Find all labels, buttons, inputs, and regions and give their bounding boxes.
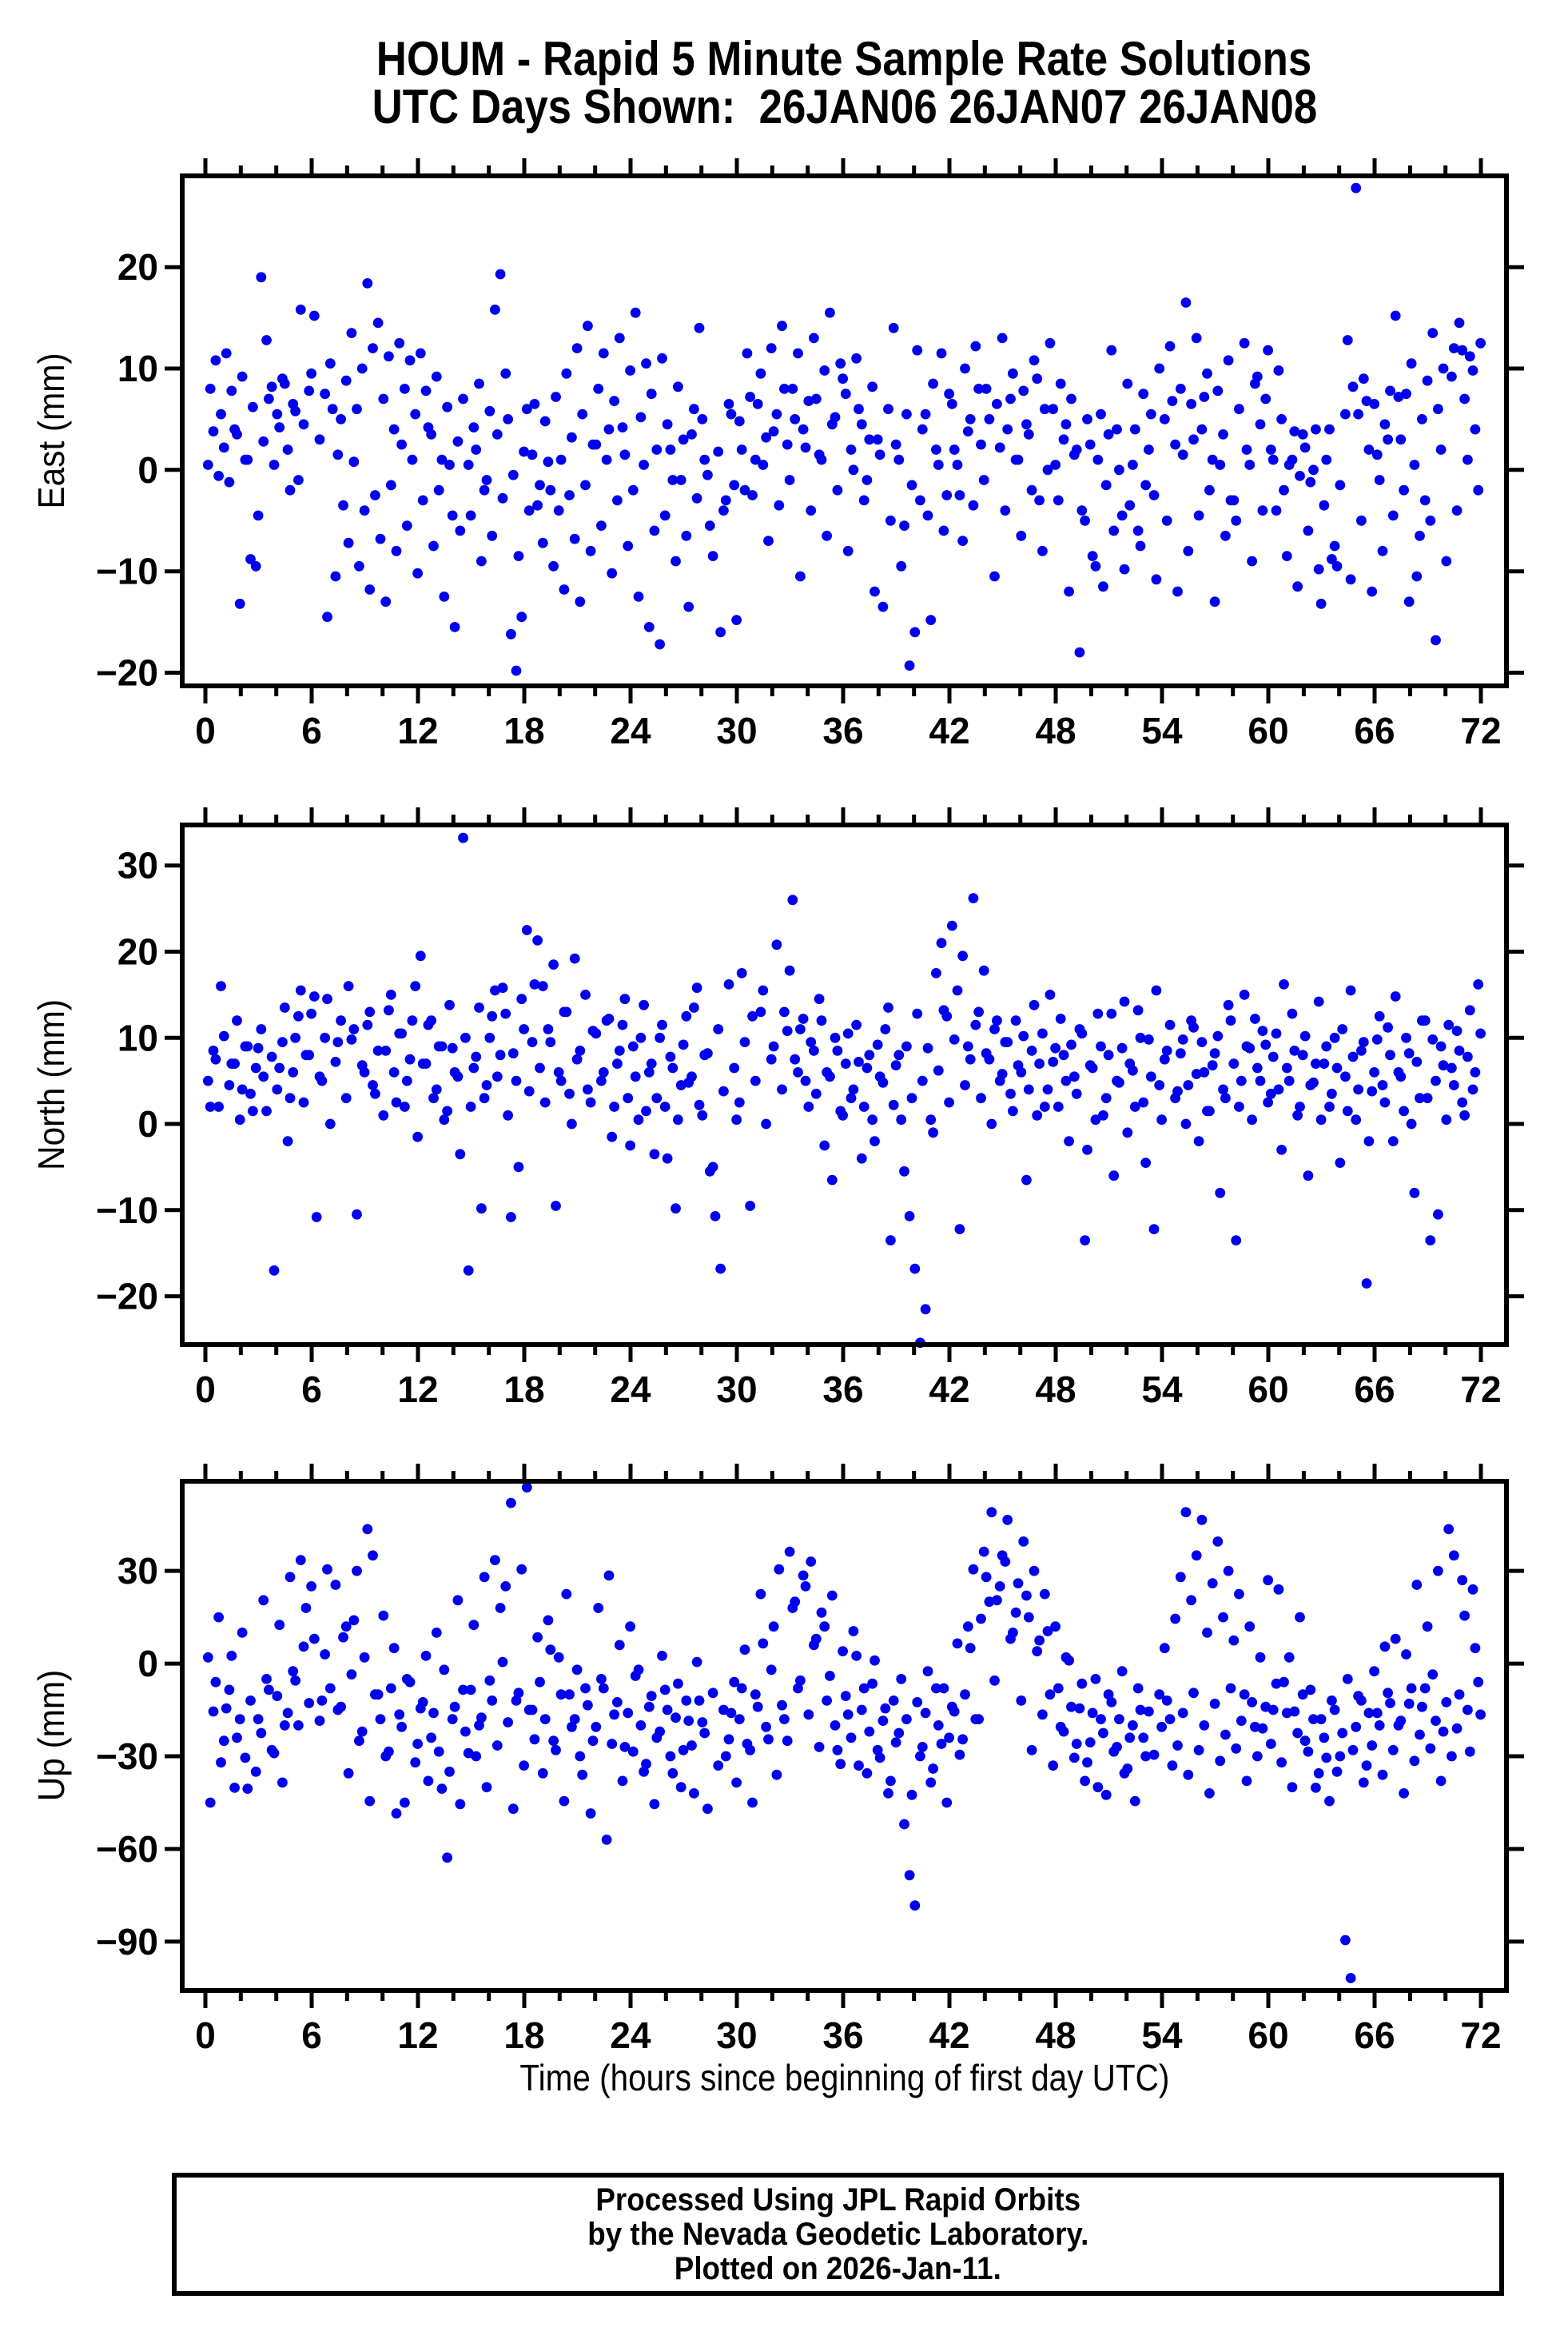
svg-text:36: 36	[822, 1369, 863, 1410]
panel-east-xtick-labels: 0 6 12 18 24 30 36 42 48 54 60 66 72	[195, 710, 1501, 751]
svg-text:54: 54	[1141, 2014, 1183, 2056]
svg-text:36: 36	[822, 710, 863, 751]
svg-text:−60: −60	[96, 1828, 158, 1870]
svg-text:30: 30	[716, 1369, 757, 1410]
svg-text:18: 18	[503, 2014, 544, 2056]
svg-text:0: 0	[195, 2014, 216, 2056]
svg-text:42: 42	[929, 1369, 969, 1410]
svg-text:−20: −20	[96, 652, 158, 694]
plot-title-line1-text: HOUM - Rapid 5 Minute Sample Rate Soluti…	[376, 32, 1312, 86]
svg-text:12: 12	[397, 1369, 438, 1410]
svg-text:66: 66	[1354, 710, 1395, 751]
svg-text:66: 66	[1354, 1369, 1395, 1410]
panel-up: 0 6 12 18 24 30 36 42 48 54 60 66 72 −90 −60 −30 0 30	[96, 1464, 1524, 2056]
svg-text:12: 12	[397, 2014, 438, 2056]
svg-text:−10: −10	[96, 1189, 158, 1231]
footer-line-3: Plotted on 2026-Jan-11.	[674, 2250, 1002, 2286]
footer-line-1: Processed Using JPL Rapid Orbits	[595, 2182, 1080, 2217]
svg-text:0: 0	[137, 1643, 158, 1684]
svg-text:−30: −30	[96, 1735, 158, 1777]
svg-text:72: 72	[1460, 1369, 1501, 1410]
svg-text:48: 48	[1035, 710, 1076, 751]
footer-line-2: by the Nevada Geodetic Laboratory.	[587, 2216, 1089, 2252]
panel-north: 0 6 12 18 24 30 36 42 48 54 60 66 72 −20 −10 0 10 20 30	[96, 807, 1524, 1410]
panel-east-points	[202, 182, 1486, 676]
svg-text:0: 0	[137, 449, 158, 491]
svg-text:6: 6	[301, 1369, 322, 1410]
y-axis-title-east: East (mm)	[30, 353, 72, 509]
svg-text:10: 10	[117, 1017, 158, 1058]
svg-text:66: 66	[1354, 2014, 1395, 2056]
panel-up-frame	[180, 1479, 1509, 1993]
panel-east-frame	[180, 173, 1509, 688]
svg-text:54: 54	[1141, 1369, 1183, 1410]
panel-east-ytick-labels: −20 −10 0 10 20	[96, 246, 158, 693]
svg-text:6: 6	[301, 710, 322, 751]
panel-up-xtick-labels: 0 6 12 18 24 30 36 42 48 54 60 66 72	[195, 2014, 1501, 2056]
svg-text:20: 20	[117, 931, 158, 973]
x-axis-label: Time (hours since beginning of first day…	[182, 2056, 1506, 2099]
svg-text:42: 42	[929, 710, 969, 751]
panel-up-ytick-labels: −90 −60 −30 0 30	[96, 1550, 158, 1962]
svg-text:60: 60	[1248, 710, 1288, 751]
svg-text:24: 24	[610, 710, 651, 751]
svg-text:10: 10	[117, 348, 158, 389]
panel-north-points	[202, 832, 1486, 1349]
plot-title-line1: HOUM - Rapid 5 Minute Sample Rate Soluti…	[182, 35, 1506, 83]
plot-title-line2-text: UTC Days Shown: 26JAN06 26JAN07 26JAN08	[372, 80, 1317, 133]
svg-text:42: 42	[929, 2014, 969, 2056]
svg-text:30: 30	[716, 2014, 757, 2056]
svg-text:12: 12	[397, 710, 438, 751]
svg-text:30: 30	[716, 710, 757, 751]
svg-text:30: 30	[117, 1550, 158, 1592]
footer-box: Processed Using JPL Rapid Orbits by the …	[172, 2173, 1504, 2296]
svg-text:−20: −20	[96, 1276, 158, 1317]
svg-text:18: 18	[503, 710, 544, 751]
svg-text:36: 36	[822, 2014, 863, 2056]
panel-east-ticks	[165, 158, 1524, 703]
y-axis-title-up: Up (mm)	[30, 1669, 72, 1802]
svg-text:0: 0	[195, 1369, 216, 1410]
panel-up-points	[202, 1482, 1486, 1983]
svg-text:48: 48	[1035, 1369, 1076, 1410]
svg-text:30: 30	[117, 845, 158, 887]
svg-text:0: 0	[137, 1103, 158, 1145]
svg-text:72: 72	[1460, 2014, 1501, 2056]
svg-text:20: 20	[117, 246, 158, 288]
svg-text:24: 24	[610, 1369, 651, 1410]
panel-north-ticks	[165, 807, 1524, 1362]
panel-east: 0 6 12 18 24 30 36 42 48 54 60 66 72 −20 −10 0 10 20	[96, 158, 1524, 751]
svg-text:48: 48	[1035, 2014, 1076, 2056]
svg-text:−90: −90	[96, 1921, 158, 1962]
svg-text:18: 18	[503, 1369, 544, 1410]
y-axis-title-north: North (mm)	[30, 999, 72, 1170]
svg-text:24: 24	[610, 2014, 651, 2056]
panel-north-xtick-labels: 0 6 12 18 24 30 36 42 48 54 60 66 72	[195, 1369, 1501, 1410]
panel-up-ticks	[165, 1464, 1524, 2008]
svg-text:60: 60	[1248, 1369, 1288, 1410]
svg-text:54: 54	[1141, 710, 1183, 751]
x-axis-label-text: Time (hours since beginning of first day…	[519, 2057, 1169, 2098]
panel-north-ytick-labels: −20 −10 0 10 20 30	[96, 845, 158, 1317]
svg-text:60: 60	[1248, 2014, 1288, 2056]
svg-text:−10: −10	[96, 551, 158, 592]
svg-text:0: 0	[195, 710, 216, 751]
svg-text:6: 6	[301, 2014, 322, 2056]
plot-title-line2: UTC Days Shown: 26JAN06 26JAN07 26JAN08	[182, 83, 1506, 131]
svg-text:72: 72	[1460, 710, 1501, 751]
